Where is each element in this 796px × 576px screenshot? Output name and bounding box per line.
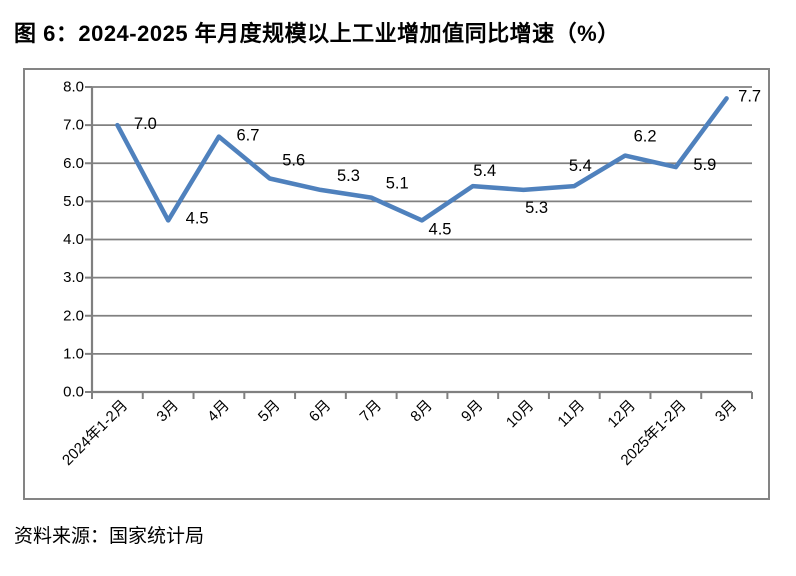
chart: 0.0 1.0 2.0 3.0 4.0 5.0 6.0 7.0 8.0 2024年1-2月 3月 4月… (23, 68, 771, 501)
data-label: 6.7 (236, 127, 259, 145)
y-axis-label: 3.0 (63, 269, 84, 286)
y-axis-label: 4.0 (63, 231, 84, 248)
y-axis-label: 5.0 (63, 193, 84, 210)
figure-title: 图 6：2024-2025 年月度规模以上工业增加值同比增速（%） (14, 21, 620, 46)
data-label: 5.6 (282, 152, 305, 170)
data-label: 5.1 (386, 175, 409, 193)
y-axis-label: 0.0 (63, 384, 84, 401)
source-note: 资料来源：国家统计局 (14, 526, 205, 547)
data-label: 7.7 (738, 87, 761, 105)
data-label: 5.4 (473, 162, 496, 180)
data-label: 6.2 (634, 128, 657, 146)
data-label: 5.4 (569, 157, 592, 175)
data-label: 7.0 (134, 115, 157, 133)
y-axis-label: 8.0 (63, 79, 84, 96)
data-label: 4.5 (186, 209, 209, 227)
data-label: 5.3 (337, 167, 360, 185)
y-axis-label: 2.0 (63, 307, 84, 324)
y-axis-label: 6.0 (63, 155, 84, 172)
chart-border (23, 68, 770, 500)
data-label: 5.9 (693, 156, 716, 174)
series-line (115, 96, 729, 223)
y-axis-label: 7.0 (63, 117, 84, 134)
y-axis-label: 1.0 (63, 345, 84, 362)
data-label: 4.5 (429, 220, 452, 238)
data-label: 5.3 (525, 199, 548, 217)
